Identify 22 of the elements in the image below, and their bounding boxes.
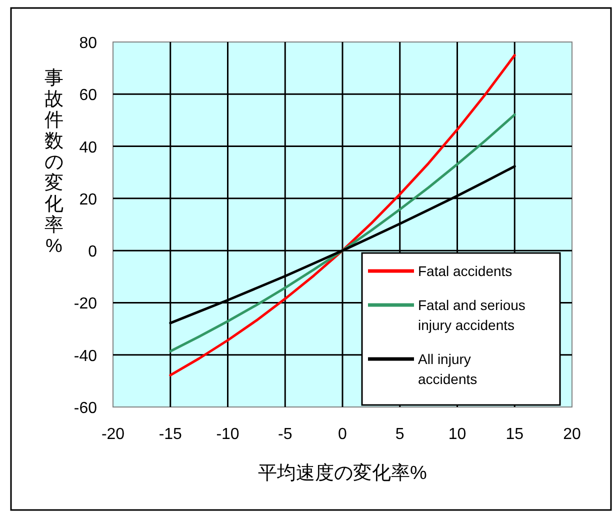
legend-label: Fatal and serious injury accidents <box>418 297 526 333</box>
y-tick-label: -20 <box>74 296 98 313</box>
y-tick-label: 40 <box>79 139 98 156</box>
legend-label: Fatal accidents <box>418 263 512 279</box>
x-tick-label: 10 <box>448 426 466 443</box>
y-tick-label: 0 <box>88 244 98 261</box>
x-tick-label: -10 <box>216 426 240 443</box>
y-axis-title: 事故件数の変化率% <box>44 68 64 257</box>
x-tick-label: -20 <box>101 426 125 443</box>
x-tick-label: 20 <box>563 426 581 443</box>
x-tick-label: -5 <box>278 426 292 443</box>
x-tick-label: 15 <box>506 426 524 443</box>
legend-label: All injury accidents <box>418 351 478 387</box>
x-tick-label: -15 <box>158 426 182 443</box>
x-tick-label: 0 <box>338 426 348 443</box>
y-tick-label: -40 <box>74 348 98 365</box>
x-tick-label: 5 <box>395 426 404 443</box>
y-tick-label: 60 <box>79 87 98 104</box>
y-tick-label: 20 <box>79 191 98 208</box>
x-axis-title: 平均速度の変化率% <box>258 462 428 484</box>
y-tick-label: -60 <box>74 400 98 417</box>
y-tick-label: 80 <box>79 35 98 52</box>
